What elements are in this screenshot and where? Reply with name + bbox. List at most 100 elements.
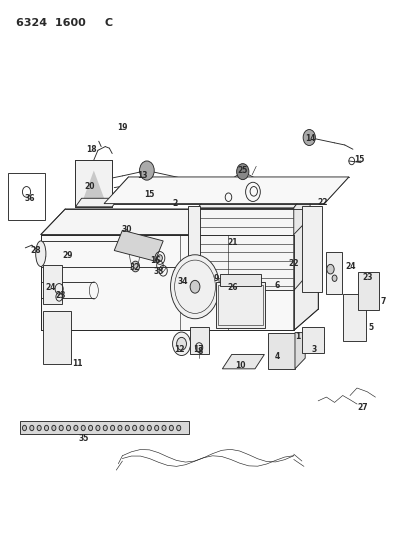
Circle shape (74, 425, 78, 431)
Text: 11: 11 (72, 359, 83, 368)
Bar (190, 327, 209, 354)
Ellipse shape (36, 241, 46, 266)
Text: 36: 36 (24, 194, 35, 203)
Text: 24: 24 (346, 262, 356, 271)
Polygon shape (75, 160, 112, 207)
Circle shape (89, 425, 93, 431)
Circle shape (332, 275, 337, 281)
Text: 13: 13 (137, 172, 148, 180)
Text: 1: 1 (295, 333, 300, 341)
Circle shape (237, 164, 249, 180)
Text: 27: 27 (358, 403, 368, 412)
Polygon shape (82, 171, 106, 204)
Circle shape (22, 425, 27, 431)
Polygon shape (75, 198, 118, 207)
Polygon shape (104, 177, 349, 204)
Text: 33: 33 (154, 268, 164, 276)
Text: 2: 2 (173, 199, 178, 208)
Text: 25: 25 (237, 166, 248, 175)
Bar (343, 294, 366, 341)
Text: 20: 20 (84, 182, 95, 191)
Circle shape (103, 425, 107, 431)
Text: 19: 19 (117, 124, 128, 132)
Text: 34: 34 (177, 277, 188, 286)
Circle shape (81, 425, 85, 431)
Circle shape (37, 425, 41, 431)
Text: 22: 22 (288, 260, 299, 268)
Text: 15: 15 (354, 156, 364, 164)
Text: 10: 10 (235, 361, 246, 369)
Bar (43, 265, 62, 304)
Circle shape (140, 425, 144, 431)
Circle shape (111, 425, 115, 431)
Circle shape (133, 425, 137, 431)
Text: 7: 7 (381, 297, 386, 305)
Circle shape (327, 264, 334, 274)
Bar (302, 327, 324, 353)
Text: 12: 12 (174, 345, 185, 353)
Circle shape (140, 161, 154, 180)
Circle shape (96, 425, 100, 431)
Text: 21: 21 (227, 238, 238, 247)
Polygon shape (294, 209, 318, 330)
Circle shape (44, 425, 49, 431)
Text: 9: 9 (214, 274, 219, 282)
Bar (268, 333, 295, 369)
Circle shape (157, 255, 162, 261)
Circle shape (147, 425, 151, 431)
Polygon shape (198, 187, 310, 208)
Bar (188, 206, 200, 292)
Circle shape (177, 337, 186, 350)
Polygon shape (295, 333, 305, 369)
Circle shape (125, 425, 129, 431)
Bar (302, 206, 322, 292)
Bar (43, 311, 71, 364)
Circle shape (59, 425, 63, 431)
Bar (218, 285, 263, 325)
Circle shape (173, 332, 191, 356)
Text: C: C (104, 18, 112, 28)
Text: 4: 4 (275, 352, 280, 360)
Text: 18: 18 (86, 145, 97, 154)
Text: 6324  1600: 6324 1600 (16, 18, 86, 28)
Circle shape (171, 255, 220, 319)
Bar (358, 272, 379, 310)
Circle shape (118, 425, 122, 431)
Text: 23: 23 (362, 273, 373, 281)
Bar (326, 252, 342, 294)
Circle shape (190, 280, 200, 293)
Text: 35: 35 (78, 434, 89, 442)
Bar (8, 173, 45, 220)
Polygon shape (41, 235, 294, 330)
Text: 17: 17 (193, 345, 204, 353)
Circle shape (30, 425, 34, 431)
Polygon shape (41, 209, 318, 235)
Polygon shape (294, 187, 310, 290)
Circle shape (131, 261, 140, 272)
Circle shape (303, 130, 315, 146)
Text: 23: 23 (55, 292, 66, 300)
Text: 3: 3 (312, 345, 317, 353)
Text: 30: 30 (121, 225, 132, 233)
Text: 32: 32 (129, 263, 140, 272)
Text: 6: 6 (275, 281, 280, 289)
Bar (216, 282, 265, 328)
Text: 26: 26 (227, 284, 238, 292)
Bar (220, 274, 261, 286)
Text: 16: 16 (150, 256, 160, 264)
Circle shape (169, 425, 173, 431)
Circle shape (162, 425, 166, 431)
Bar (20, 421, 189, 434)
Circle shape (155, 425, 159, 431)
Bar (198, 208, 294, 290)
Circle shape (52, 425, 56, 431)
Text: 22: 22 (317, 198, 328, 207)
Polygon shape (222, 354, 264, 369)
Text: 29: 29 (62, 252, 73, 260)
Text: 28: 28 (31, 246, 41, 255)
Text: 24: 24 (46, 284, 56, 292)
Circle shape (177, 425, 181, 431)
Text: 8: 8 (197, 348, 203, 356)
Text: 14: 14 (305, 134, 315, 143)
Polygon shape (114, 230, 163, 261)
